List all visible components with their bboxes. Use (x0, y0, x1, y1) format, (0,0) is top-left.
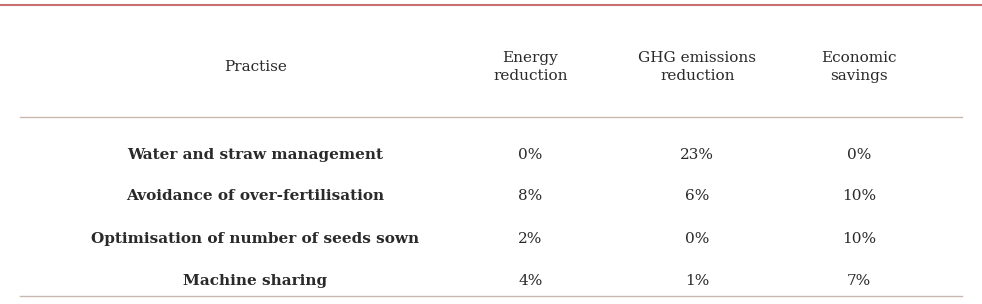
Text: 0%: 0% (518, 148, 542, 162)
Text: Machine sharing: Machine sharing (184, 274, 327, 288)
Text: 7%: 7% (847, 274, 871, 288)
Text: Economic
savings: Economic savings (822, 51, 897, 82)
Text: 23%: 23% (681, 148, 714, 162)
Text: 1%: 1% (685, 274, 709, 288)
Text: 10%: 10% (843, 189, 876, 203)
Text: Avoidance of over-fertilisation: Avoidance of over-fertilisation (127, 189, 384, 203)
Text: 0%: 0% (685, 232, 709, 246)
Text: GHG emissions
reduction: GHG emissions reduction (638, 51, 756, 82)
Text: 6%: 6% (685, 189, 709, 203)
Text: 8%: 8% (518, 189, 542, 203)
Text: 10%: 10% (843, 232, 876, 246)
Text: 2%: 2% (518, 232, 542, 246)
Text: Practise: Practise (224, 60, 287, 74)
Text: 0%: 0% (847, 148, 871, 162)
Text: 4%: 4% (518, 274, 542, 288)
Text: Energy
reduction: Energy reduction (493, 51, 568, 82)
Text: Optimisation of number of seeds sown: Optimisation of number of seeds sown (91, 232, 419, 246)
Text: Water and straw management: Water and straw management (128, 148, 383, 162)
